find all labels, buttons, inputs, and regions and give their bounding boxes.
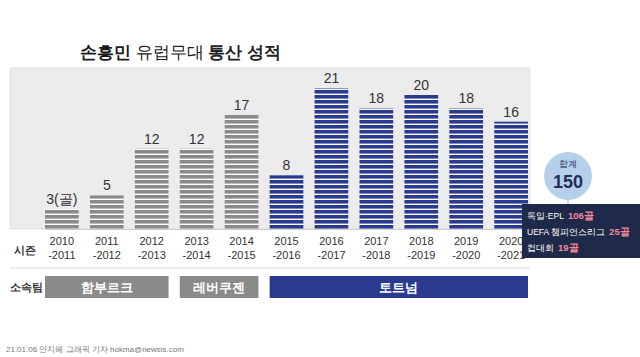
total-badge <box>544 152 592 200</box>
x-tick: 2018-2019 <box>407 229 435 261</box>
x-tick: 2016-2017 <box>317 229 345 261</box>
x-tick-label: 2011-2012 <box>93 235 121 261</box>
bar <box>180 149 214 230</box>
team-label: 레버쿠젠 <box>193 280 245 295</box>
source: 21.01.06 안지혜 그래픽 기자 hokma@newsis.com <box>6 345 184 354</box>
x-axis-line <box>46 229 529 230</box>
breakdown-value: 19골 <box>558 242 579 253</box>
bar <box>315 88 349 229</box>
team-bar <box>45 276 169 298</box>
data-label: 12 <box>144 131 160 147</box>
x-tick-label: 2018-2019 <box>407 235 435 261</box>
total-connector <box>568 200 569 204</box>
x-tick-label: 2017-2018 <box>362 235 390 261</box>
x-tick: 2010-2011 <box>48 229 75 261</box>
total-value: 150 <box>553 172 583 192</box>
x-tick: 2013-2014 <box>183 229 211 261</box>
data-label: 3(골) <box>46 191 77 207</box>
x-tick-label: 2019-2020 <box>452 235 480 261</box>
breakdown-value: 106골 <box>568 210 594 221</box>
x-tick-label: 2014-2015 <box>227 235 255 261</box>
x-tick-label: 2015-2016 <box>272 235 300 261</box>
team-row-title: 소속팀 <box>10 281 43 293</box>
breakdown-label: 독일·EPL <box>527 211 564 221</box>
x-tick-label: 2020-2021 <box>497 235 525 261</box>
teams: 함부르크 레버쿠젠 토트넘 <box>45 276 528 298</box>
x-tick-label: 2010-2011 <box>48 235 75 261</box>
x-tick-label: 2013-2014 <box>183 235 211 261</box>
breakdown-value: 25골 <box>609 226 630 237</box>
data-label: 8 <box>283 157 291 173</box>
data-label: 21 <box>324 70 340 86</box>
plot-panel <box>10 68 530 229</box>
x-axis-title: 시즌 <box>14 244 36 256</box>
data-label: 12 <box>189 131 205 147</box>
x-tick: 2014-2015 <box>227 229 255 261</box>
breakdown-label: UEFA 챔피언스리그 <box>527 227 605 237</box>
data-label: 16 <box>503 104 519 120</box>
separator <box>10 268 530 269</box>
bar <box>404 95 438 229</box>
data-label: 5 <box>103 177 111 193</box>
x-tick: 2017-2018 <box>362 229 390 261</box>
total-label: 합계 <box>559 159 577 169</box>
bars <box>45 88 528 229</box>
x-tick: 2015-2016 <box>272 229 300 261</box>
x-tick: 2019-2020 <box>452 229 480 261</box>
bar <box>135 149 169 230</box>
breakdown-label: 컵대회 <box>527 243 554 253</box>
data-label: 18 <box>369 90 385 106</box>
x-tick: 2020-2021 <box>497 229 525 261</box>
data-label: 20 <box>414 77 430 93</box>
x-axis: 2010-2011 2011-2012 2012-2013 2013-2014 2014… <box>46 229 529 261</box>
x-tick-label: 2016-2017 <box>317 235 345 261</box>
team-bar <box>180 276 259 298</box>
bar <box>45 209 79 229</box>
x-tick: 2011-2012 <box>93 229 121 261</box>
data-label: 18 <box>458 90 474 106</box>
title: 손흥민 유럽무대 통산 성적 <box>80 43 281 62</box>
team-bar <box>270 276 528 298</box>
team-label: 함부르크 <box>81 280 133 295</box>
team-label: 토트넘 <box>379 280 418 295</box>
x-tick: 2012-2013 <box>138 229 166 261</box>
bar <box>360 108 394 229</box>
bar <box>90 195 124 229</box>
x-tick-label: 2012-2013 <box>138 235 166 261</box>
data-labels: 3(골) 5 12 12 17 8 21 18 20 18 16 <box>46 70 519 207</box>
bar <box>449 108 483 229</box>
data-label: 17 <box>234 97 250 113</box>
bar <box>225 115 259 229</box>
bar <box>270 175 304 229</box>
breakdown-box <box>522 204 640 258</box>
chart: 손흥민 유럽무대 통산 성적 3(골) 5 12 12 17 8 21 18 20 18 16 2010… <box>0 0 640 357</box>
